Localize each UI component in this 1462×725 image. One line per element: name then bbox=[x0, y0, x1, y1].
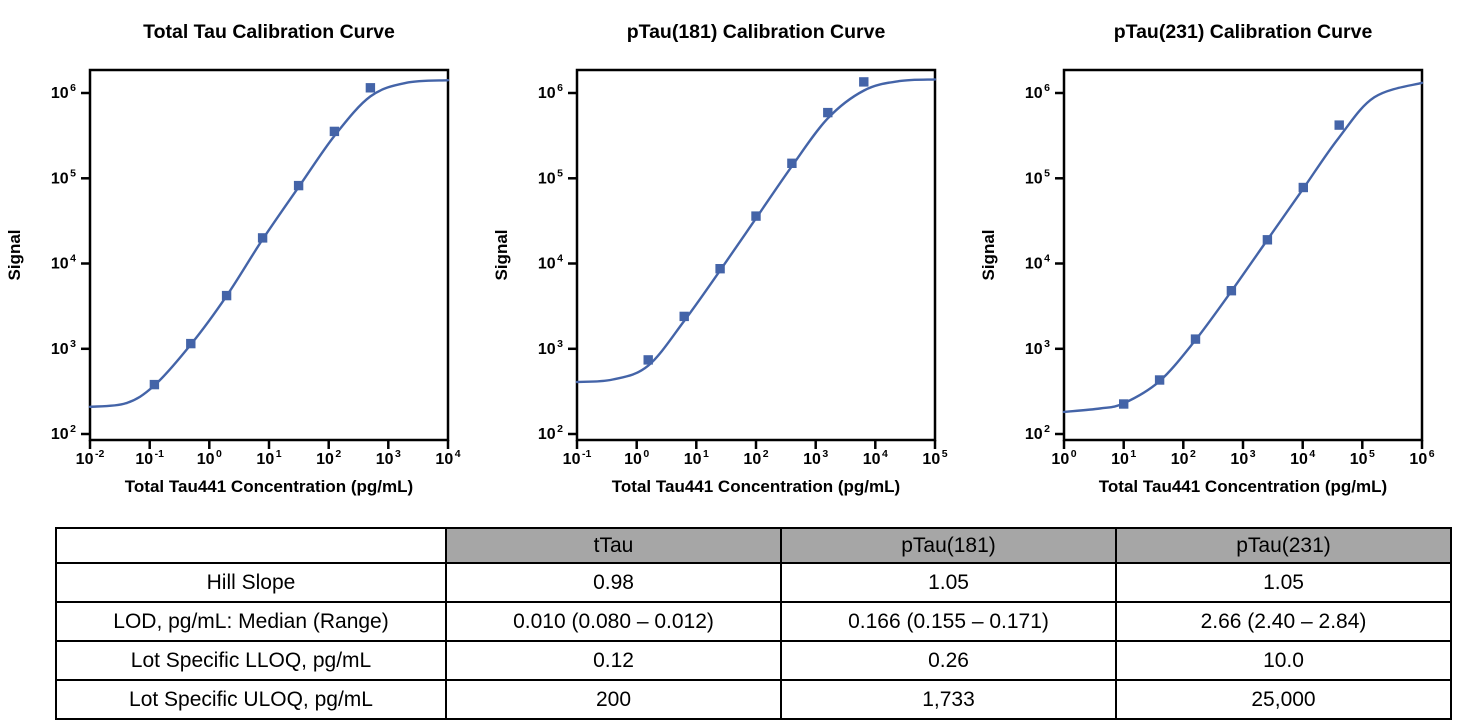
value-cell: 200 bbox=[445, 679, 782, 720]
svg-text:102: 10 2 bbox=[538, 423, 563, 443]
value-cell: 2.66 (2.40 – 2.84) bbox=[1115, 601, 1452, 642]
svg-text:104: 10 4 bbox=[538, 253, 563, 273]
svg-text:100: 10 0 bbox=[197, 448, 222, 468]
svg-text:Signal: Signal bbox=[492, 229, 511, 280]
svg-text:10-1: 10 -1 bbox=[563, 448, 592, 468]
svg-text:105: 10 5 bbox=[922, 448, 947, 468]
svg-text:103: 10 3 bbox=[376, 448, 401, 468]
svg-text:Total Tau441 Concentration (pg: Total Tau441 Concentration (pg/mL) bbox=[1099, 477, 1387, 496]
svg-text:104: 10 4 bbox=[435, 448, 460, 468]
table-row-uloq: Lot Specific ULOQ, pg/mL 200 1,733 25,00… bbox=[55, 679, 1452, 720]
svg-text:103: 10 3 bbox=[51, 338, 76, 358]
svg-text:102: 10 2 bbox=[743, 448, 768, 468]
ptau181-calibration-chart: pTau(181) Calibration Curve 10 2 10 3 10 4 10 5 1… bbox=[492, 21, 948, 496]
svg-text:103: 10 3 bbox=[1025, 338, 1050, 358]
svg-text:104: 10 4 bbox=[1290, 448, 1315, 468]
svg-text:104: 10 4 bbox=[1025, 253, 1050, 273]
row-label-cell: Lot Specific LLOQ, pg/mL bbox=[55, 640, 447, 681]
column-header-ttau: tTau bbox=[445, 527, 782, 564]
row-label-cell: Hill Slope bbox=[55, 562, 447, 603]
svg-text:102: 10 2 bbox=[51, 423, 76, 443]
total-tau-calibration-chart: Total Tau Calibration Curve 10 2 10 3 10 4 10 5 1… bbox=[5, 21, 461, 496]
value-cell: 10.0 bbox=[1115, 640, 1452, 681]
svg-text:10-1: 10 -1 bbox=[135, 448, 164, 468]
svg-text:pTau(231) Calibration Curve: pTau(231) Calibration Curve bbox=[1114, 21, 1373, 43]
svg-text:Signal: Signal bbox=[5, 229, 24, 280]
svg-text:103: 10 3 bbox=[1230, 448, 1255, 468]
svg-text:106: 10 6 bbox=[51, 82, 76, 102]
svg-text:Total Tau441 Concentration (pg: Total Tau441 Concentration (pg/mL) bbox=[612, 477, 900, 496]
value-cell: 0.98 bbox=[445, 562, 782, 603]
svg-text:106: 10 6 bbox=[1025, 82, 1050, 102]
svg-text:100: 10 0 bbox=[1051, 448, 1076, 468]
charts-row: Total Tau Calibration Curve 10 2 10 3 10 4 10 5 1… bbox=[0, 6, 1461, 511]
svg-text:105: 10 5 bbox=[538, 167, 563, 187]
table-row-lod: LOD, pg/mL: Median (Range) 0.010 (0.080 … bbox=[55, 601, 1452, 642]
ptau231-calibration-chart: pTau(231) Calibration Curve 10 2 10 3 10 4 10 5 1… bbox=[979, 21, 1435, 496]
svg-text:103: 10 3 bbox=[538, 338, 563, 358]
svg-text:105: 10 5 bbox=[51, 167, 76, 187]
table-corner-blank-cell bbox=[55, 527, 447, 564]
value-cell: 25,000 bbox=[1115, 679, 1452, 720]
svg-text:104: 10 4 bbox=[51, 253, 76, 273]
table-header-row: tTau pTau(181) pTau(231) bbox=[55, 527, 1452, 564]
svg-text:101: 10 1 bbox=[1111, 448, 1136, 468]
svg-text:106: 10 6 bbox=[1409, 448, 1434, 468]
value-cell: 1.05 bbox=[1115, 562, 1452, 603]
table-row-lloq: Lot Specific LLOQ, pg/mL 0.12 0.26 10.0 bbox=[55, 640, 1452, 681]
svg-text:105: 10 5 bbox=[1350, 448, 1375, 468]
value-cell: 0.166 (0.155 – 0.171) bbox=[780, 601, 1117, 642]
svg-text:102: 10 2 bbox=[316, 448, 341, 468]
chart-ptau231: pTau(231) Calibration Curve 10 2 10 3 10 4 10 5 1… bbox=[974, 6, 1461, 511]
svg-text:102: 10 2 bbox=[1025, 423, 1050, 443]
value-cell: 1,733 bbox=[780, 679, 1117, 720]
svg-text:10-2: 10 -2 bbox=[76, 448, 105, 468]
svg-text:105: 10 5 bbox=[1025, 167, 1050, 187]
column-header-ptau231: pTau(231) bbox=[1115, 527, 1452, 564]
svg-text:103: 10 3 bbox=[803, 448, 828, 468]
value-cell: 1.05 bbox=[780, 562, 1117, 603]
svg-text:Total Tau441 Concentration (pg: Total Tau441 Concentration (pg/mL) bbox=[125, 477, 413, 496]
value-cell: 0.010 (0.080 – 0.012) bbox=[445, 601, 782, 642]
table-row-hill-slope: Hill Slope 0.98 1.05 1.05 bbox=[55, 562, 1452, 603]
row-label-cell: Lot Specific ULOQ, pg/mL bbox=[55, 679, 447, 720]
calibration-parameters-table: tTau pTau(181) pTau(231) Hill Slope 0.98… bbox=[55, 527, 1452, 720]
row-label-cell: LOD, pg/mL: Median (Range) bbox=[55, 601, 447, 642]
value-cell: 0.12 bbox=[445, 640, 782, 681]
svg-text:Total Tau Calibration Curve: Total Tau Calibration Curve bbox=[143, 21, 395, 43]
chart-ptau181: pTau(181) Calibration Curve 10 2 10 3 10 4 10 5 1… bbox=[487, 6, 974, 511]
column-header-ptau181: pTau(181) bbox=[780, 527, 1117, 564]
chart-total-tau: Total Tau Calibration Curve 10 2 10 3 10 4 10 5 1… bbox=[0, 6, 487, 511]
svg-text:106: 10 6 bbox=[538, 82, 563, 102]
svg-text:100: 10 0 bbox=[624, 448, 649, 468]
svg-text:Signal: Signal bbox=[979, 229, 998, 280]
svg-text:pTau(181) Calibration Curve: pTau(181) Calibration Curve bbox=[627, 21, 886, 43]
svg-text:101: 10 1 bbox=[256, 448, 281, 468]
svg-text:101: 10 1 bbox=[684, 448, 709, 468]
svg-text:104: 10 4 bbox=[863, 448, 888, 468]
svg-text:102: 10 2 bbox=[1171, 448, 1196, 468]
value-cell: 0.26 bbox=[780, 640, 1117, 681]
